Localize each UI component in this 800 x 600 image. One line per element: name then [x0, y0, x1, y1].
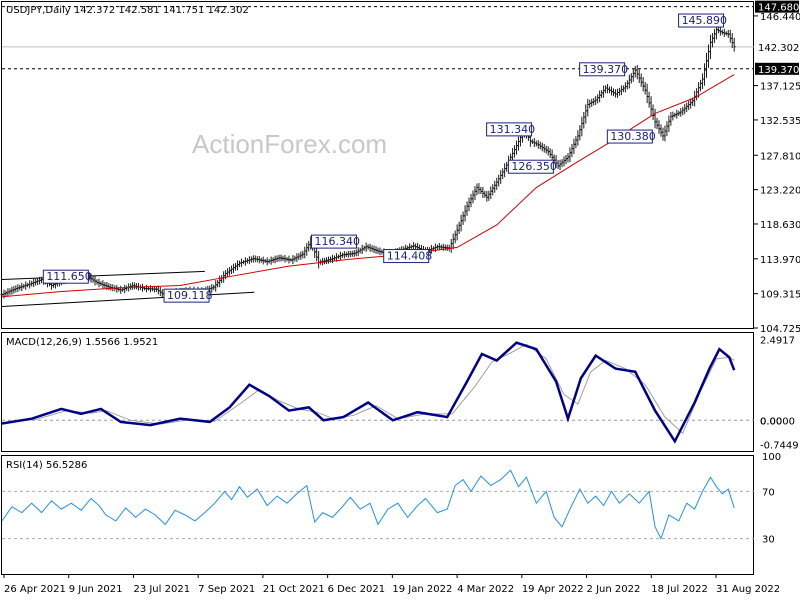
rsi-title: RSI(14) 56.5286	[6, 460, 87, 471]
x-tick-label: 26 Apr 2021	[4, 584, 66, 595]
level-annotation: 131.340	[490, 123, 536, 136]
x-tick-label: 23 Jul 2021	[133, 584, 190, 595]
moving-average-line	[1, 74, 735, 298]
channel-line	[1, 270, 205, 281]
price-hline-label-bg	[755, 40, 799, 53]
x-tick-label: 19 Jan 2022	[392, 584, 452, 595]
price-hline-label: 147.680	[758, 3, 799, 14]
price-hline-label: 139.370	[758, 65, 799, 76]
price-hline-label-bg	[755, 0, 799, 13]
price-y-tick-label: 127.810	[760, 151, 800, 162]
level-annotation: 111.650	[46, 270, 92, 283]
axis-layer: 26 Apr 2021 9 Jun 2021 23 Jul 2021 7 Sep 20…	[3, 574, 780, 595]
macd-zero-label: 0.0000	[760, 416, 795, 427]
level-annotation: 145.890	[682, 14, 728, 27]
price-header: USDJPY,Daily 142.372 142.581 141.751 142…	[6, 5, 249, 16]
price-y-tick-label: 104.725	[760, 324, 800, 335]
level-annotation-box	[678, 13, 725, 28]
level-annotation-box	[606, 129, 653, 144]
macd-y-tick-label: 0.00	[760, 416, 782, 427]
level-annotation-box	[507, 159, 554, 174]
level-annotation: 109.118	[167, 289, 213, 302]
price-y-tick-label: 109.315	[760, 290, 800, 301]
level-annotation-box	[163, 288, 210, 303]
rsi-panel	[1, 455, 754, 575]
price-hline-label-bg	[755, 62, 799, 75]
level-annotation: 114.408	[387, 250, 433, 263]
price-y-tick-label: 146.440	[760, 12, 800, 23]
price-hline-label: 142.302	[758, 43, 799, 54]
rsi-layer: 100 70 30	[1, 452, 781, 546]
macd-layer: 2.4917 0.00 -0.7449 0.0000	[1, 336, 799, 451]
level-annotation-box	[579, 62, 626, 77]
macd-title: MACD(12,26,9) 1.5566 1.9521	[6, 337, 158, 348]
x-tick-label: 2 Jun 2022	[587, 584, 641, 595]
level-annotation: 130.380	[610, 130, 656, 143]
x-tick-label: 19 Apr 2022	[522, 584, 584, 595]
macd-macd-line	[1, 341, 736, 444]
rsi-line	[1, 469, 735, 540]
level-annotation: 116.340	[314, 235, 360, 248]
watermark: ActionForex.com	[192, 129, 387, 159]
x-tick-label: 31 Aug 2022	[716, 584, 780, 595]
macd-y-tick-label: 2.4917	[760, 336, 795, 347]
level-annotation-box	[486, 122, 533, 137]
level-annotation-box	[42, 269, 89, 284]
level-annotation: 139.370	[583, 63, 629, 76]
macd-panel	[1, 332, 754, 452]
rsi-y-tick-label: 30	[762, 535, 775, 546]
price-y-tick-label: 113.970	[760, 255, 800, 266]
x-tick-label: 18 Jul 2022	[651, 584, 708, 595]
price-panel	[1, 1, 754, 329]
price-y-tick-label: 137.125	[760, 82, 800, 93]
price-y-tick-label: 132.535	[760, 116, 800, 127]
price-layer: 147.680 139.370 142.302 111.650 109.118 116.3…	[0, 0, 800, 335]
level-annotation-box	[383, 249, 430, 264]
x-tick-label: 6 Dec 2021	[328, 584, 386, 595]
rsi-y-tick-label: 70	[762, 487, 775, 498]
rsi-y-tick-label: 100	[762, 452, 781, 463]
channel-line	[1, 291, 255, 307]
x-tick-label: 4 Mar 2022	[457, 584, 514, 595]
price-y-tick-label: 118.630	[760, 220, 800, 231]
price-y-tick-label: 123.220	[760, 186, 800, 197]
x-tick-label: 9 Jun 2021	[69, 584, 123, 595]
x-tick-label: 7 Sep 2021	[198, 584, 255, 595]
macd-y-tick-label: -0.7449	[760, 440, 799, 451]
x-tick-label: 21 Oct 2021	[263, 584, 325, 595]
level-annotation: 126.350	[511, 160, 556, 173]
level-annotation-box	[310, 234, 357, 249]
